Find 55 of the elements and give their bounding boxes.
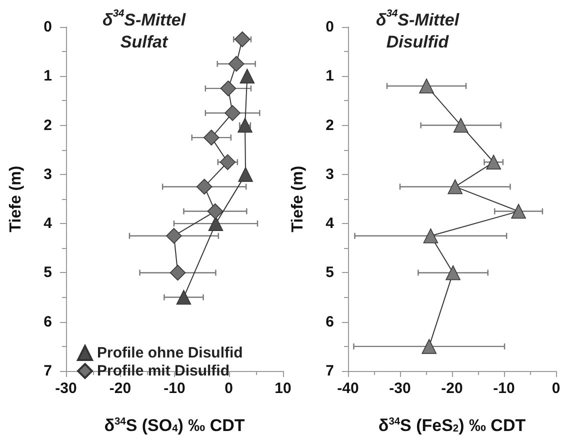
y-tick-label: 0 xyxy=(44,18,52,36)
x-tick-label: -20 xyxy=(441,380,463,397)
y-tick-label: 1 xyxy=(44,68,52,85)
y-tick-label: 2 xyxy=(44,116,52,134)
point xyxy=(170,264,186,281)
y-tick-label: 7 xyxy=(326,362,334,380)
point xyxy=(453,118,468,133)
x-tick-label: -20 xyxy=(109,380,132,397)
y-tick-label: 3 xyxy=(326,166,334,183)
legend-label: Profile mit Disulfid xyxy=(97,362,230,380)
y-tick-label: 4 xyxy=(44,215,53,232)
x-tick-label: -10 xyxy=(164,380,186,397)
point xyxy=(196,178,212,195)
point xyxy=(220,154,236,170)
point xyxy=(203,130,220,146)
x-tick-label: -40 xyxy=(337,380,359,397)
y-tick-label: 6 xyxy=(44,313,52,330)
point xyxy=(176,290,192,305)
y-axis-title: Tiefe (m) xyxy=(8,166,24,232)
y-tick-label: 4 xyxy=(326,215,335,232)
point xyxy=(166,228,182,244)
point xyxy=(238,167,253,182)
y-tick-label: 5 xyxy=(326,264,334,282)
legend-label: Profile ohne Disulfid xyxy=(97,344,243,362)
x-tick-label: 0 xyxy=(552,380,560,397)
x-tick-label: -30 xyxy=(55,380,77,397)
point xyxy=(228,56,244,72)
point xyxy=(238,118,252,133)
point xyxy=(486,154,501,170)
point xyxy=(423,228,438,244)
y-tick-label: 6 xyxy=(326,313,334,330)
x-tick-label: -30 xyxy=(389,380,411,397)
point xyxy=(448,179,463,194)
point xyxy=(208,216,224,231)
point xyxy=(234,31,250,48)
point xyxy=(224,105,240,121)
x-tick-label: 10 xyxy=(274,380,292,397)
chart-subtitle: Sulfat xyxy=(120,32,169,52)
y-tick-label: 2 xyxy=(326,116,334,134)
y-tick-label: 3 xyxy=(44,166,52,183)
y-tick-label: 0 xyxy=(326,18,334,36)
y-tick-label: 7 xyxy=(44,362,52,380)
y-axis-title: Tiefe (m) xyxy=(290,166,306,232)
point xyxy=(422,339,437,354)
x-tick-label: 0 xyxy=(224,380,233,397)
point xyxy=(419,78,434,94)
point xyxy=(446,265,460,280)
point xyxy=(240,68,255,84)
y-tick-label: 1 xyxy=(326,68,334,85)
chart-subtitle: Disulfid xyxy=(386,32,450,52)
y-tick-label: 5 xyxy=(44,264,52,282)
x-tick-label: -10 xyxy=(493,380,515,397)
point xyxy=(207,203,224,220)
point xyxy=(511,204,526,219)
point xyxy=(220,80,236,96)
